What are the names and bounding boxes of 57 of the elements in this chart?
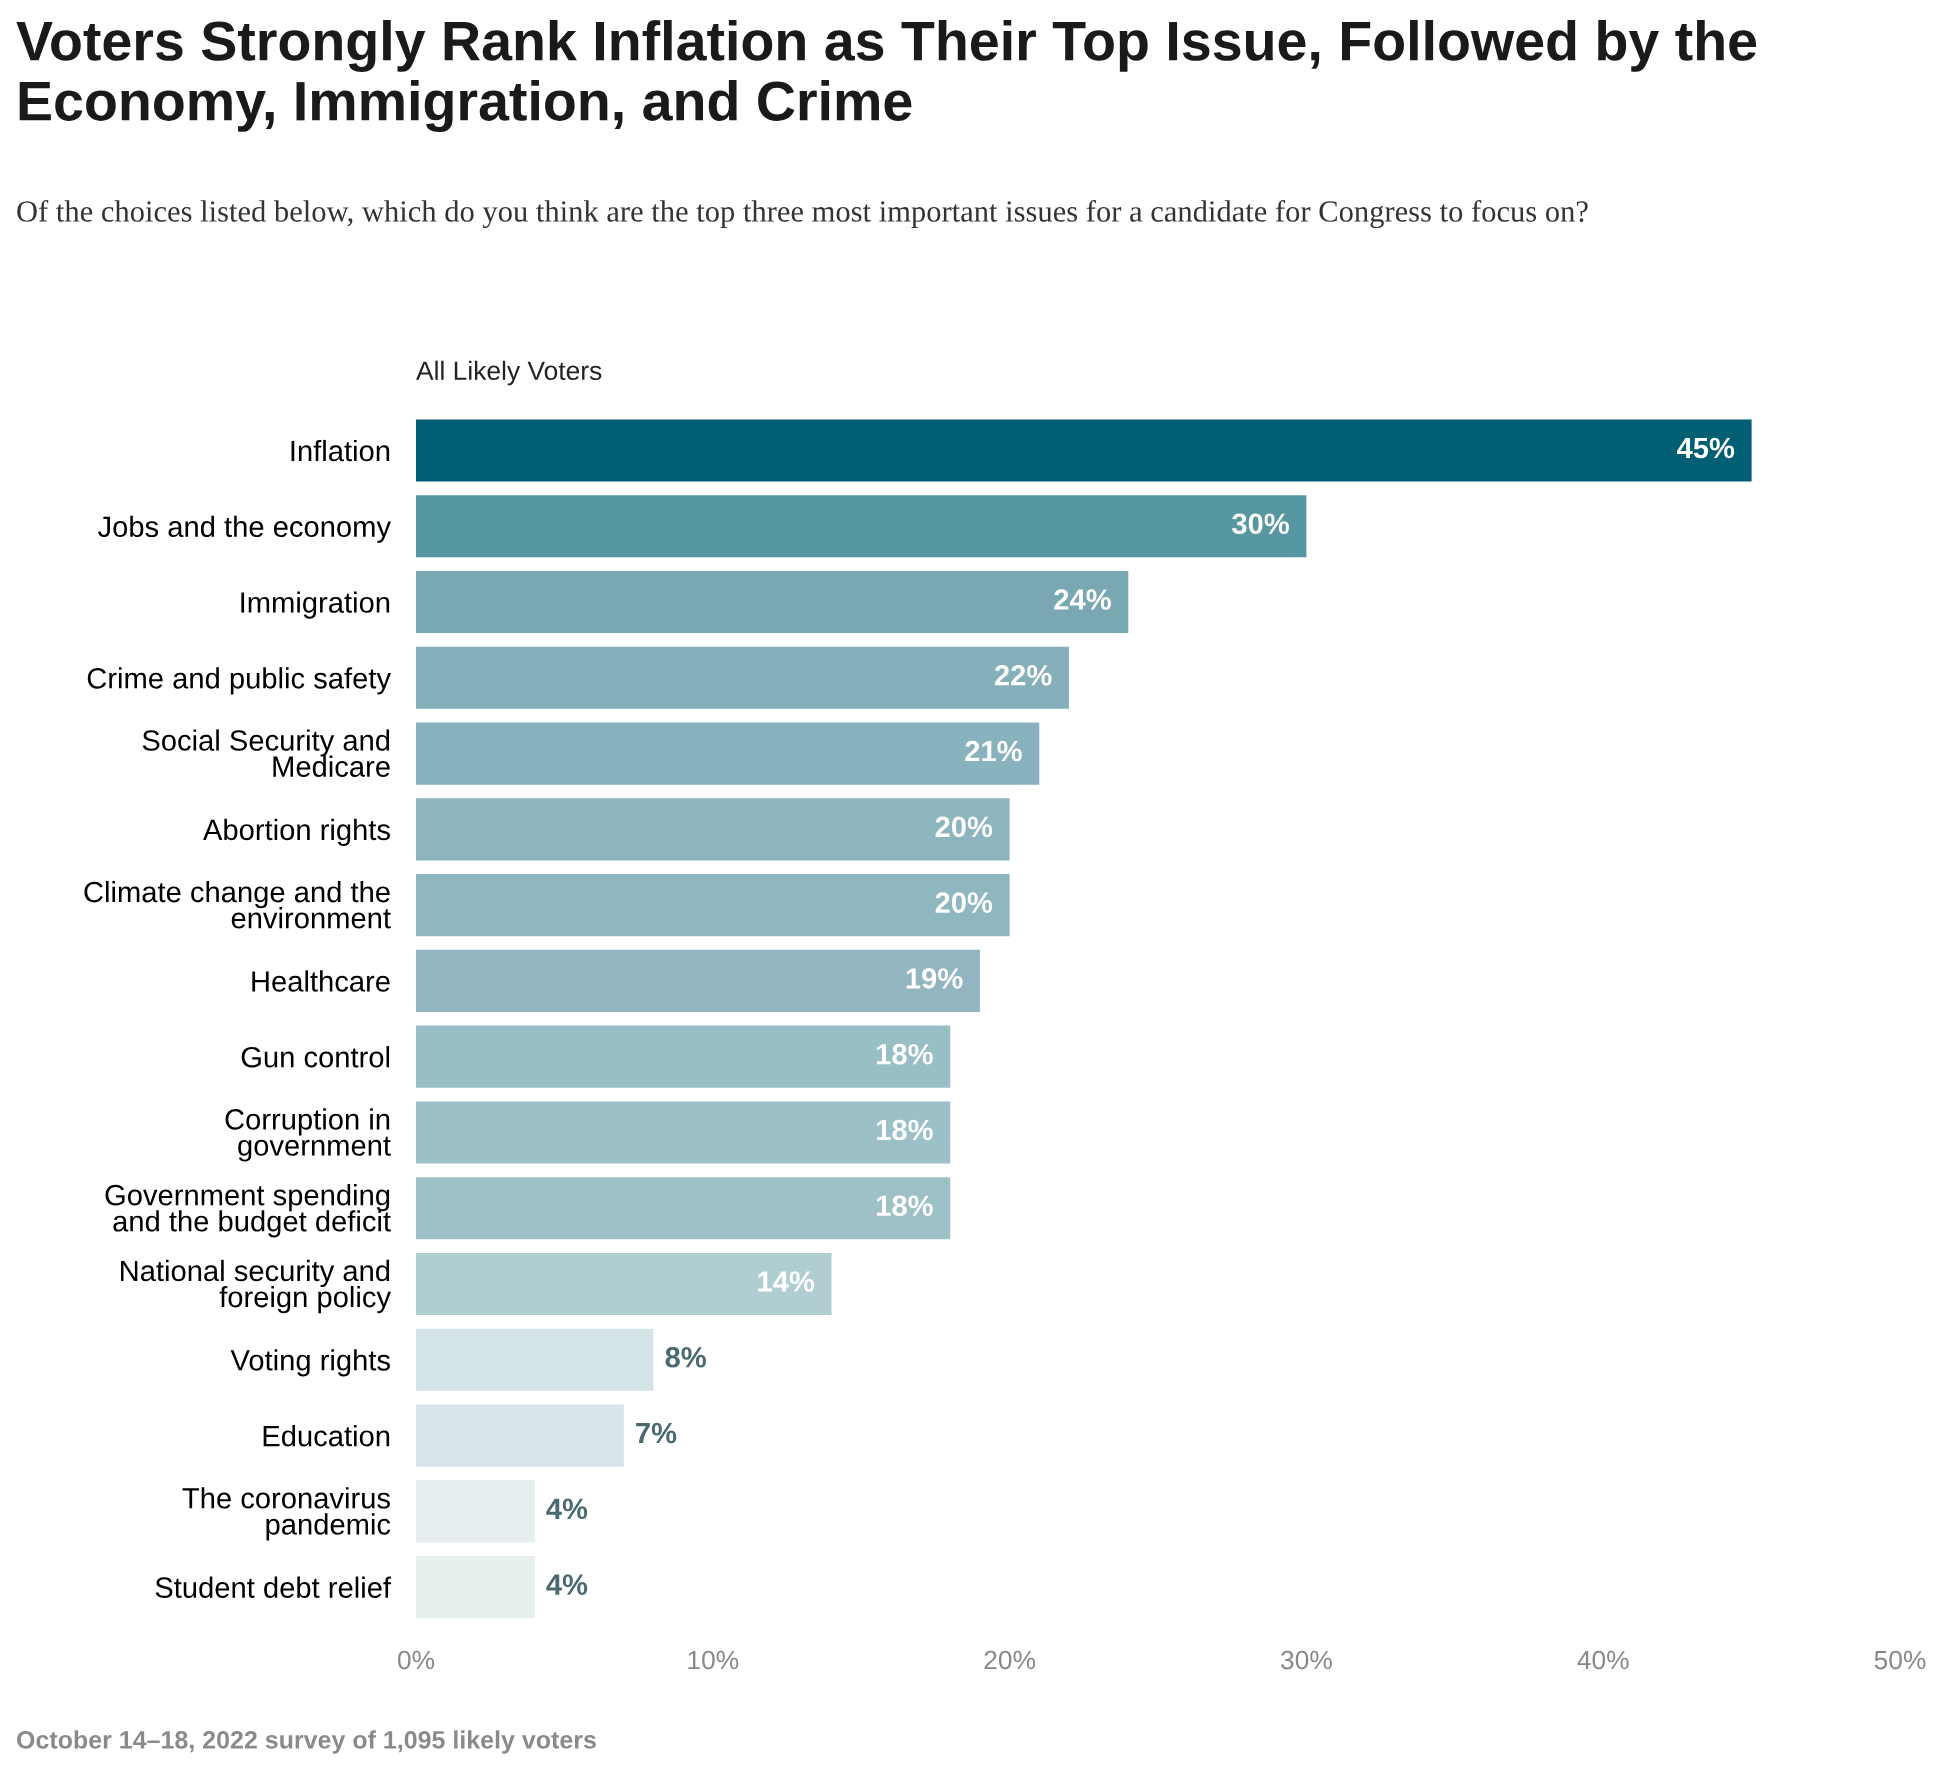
x-tick-label: 10% (688, 1650, 739, 1670)
chart-subtitle: Of the choices listed below, which do you think are the top three most important issues for a candidate for Congress to focus on? (17, 200, 1588, 229)
y-tick-label: Gun control (241, 1046, 390, 1068)
y-tick-label: The coronavirus pandemic (182, 1487, 391, 1541)
y-tick-label: Healthcare (252, 970, 390, 992)
x-tick-label: 50% (1874, 1650, 1926, 1670)
x-tick-label: 0% (397, 1650, 435, 1670)
data-label: 45% (1677, 437, 1735, 459)
y-tick-label: Voting rights (230, 1349, 390, 1377)
data-label: 7% (636, 1422, 677, 1444)
data-label: 19% (906, 968, 963, 989)
bar (416, 1252, 832, 1316)
x-tick-label: 40% (1577, 1650, 1629, 1670)
data-label: 4% (546, 1574, 588, 1595)
data-label: 22% (994, 664, 1052, 686)
data-label: 18% (877, 1119, 933, 1141)
chart-title: Voters Strongly Rank Inflation as Their Top Issue, Followed by the Economy, Immigration, and Crime (16, 20, 1757, 133)
y-tick-label: Corruption in government (225, 1108, 391, 1162)
x-tick-label: 30% (1281, 1650, 1332, 1670)
y-tick-label: Immigration (241, 591, 390, 619)
data-label: 4% (546, 1498, 588, 1520)
bar (416, 1177, 951, 1240)
bar (416, 1025, 951, 1088)
text: October 14–18, 2022 survey of 1,095 likely voters (17, 1730, 596, 1754)
data-label: 21% (965, 740, 1022, 762)
bar (416, 874, 1010, 937)
y-tick-label: Climate change and the environment (84, 880, 391, 929)
bar (416, 1480, 535, 1543)
data-label: 18% (877, 1043, 933, 1065)
bar (416, 646, 1069, 709)
x-tick-label: 20% (984, 1650, 1036, 1670)
bar (416, 1328, 654, 1391)
bar (416, 1101, 951, 1164)
data-label: 20% (935, 892, 993, 913)
text: All Likely Voters (416, 360, 602, 386)
bar (416, 495, 1307, 558)
bar (416, 798, 1010, 861)
y-tick-label: Education (263, 1424, 390, 1447)
data-label: 14% (758, 1271, 815, 1292)
data-label: 24% (1054, 589, 1111, 610)
y-tick-label: Abortion rights (203, 818, 390, 846)
y-tick-label: Student debt relief (155, 1576, 392, 1598)
y-tick-label: National security and foreign policy (121, 1259, 391, 1314)
bar (416, 419, 1752, 482)
bar (416, 722, 1040, 785)
y-tick-label: Government spending and the budget deficit (105, 1184, 391, 1238)
data-label: 20% (935, 816, 993, 838)
bar (416, 1404, 624, 1467)
data-label: 8% (665, 1346, 706, 1368)
bar (416, 949, 980, 1012)
y-tick-label: Social Security and Medicare (142, 729, 390, 777)
y-tick-label: Jobs and the economy (98, 515, 391, 543)
y-tick-label: Crime and public safety (87, 667, 391, 695)
data-label: 18% (877, 1195, 933, 1217)
data-label: 30% (1232, 513, 1289, 535)
y-tick-label: Inflation (291, 439, 390, 462)
bar (416, 570, 1129, 634)
